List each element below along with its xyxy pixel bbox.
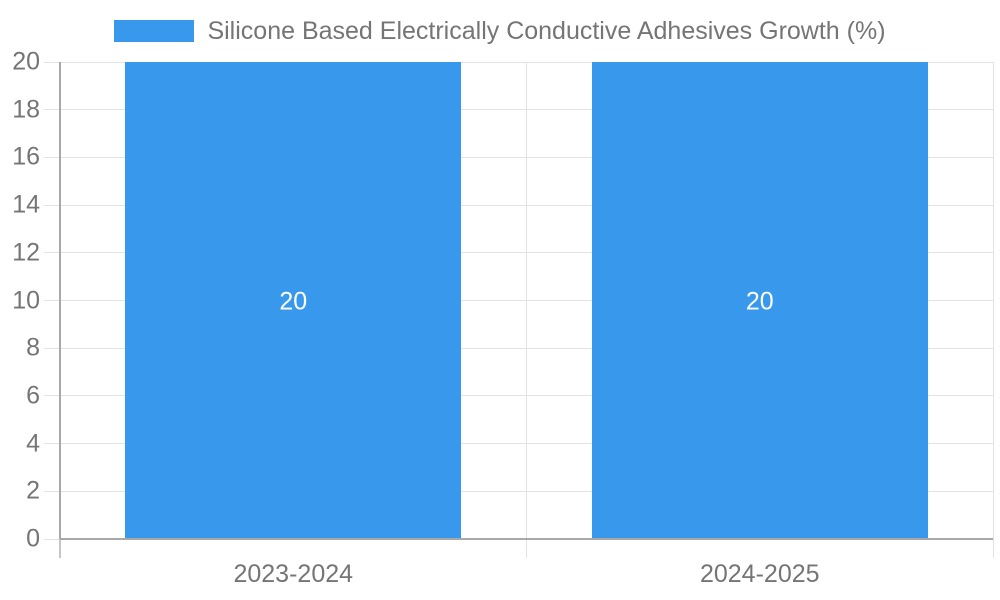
bar-value-label: 20 [279, 287, 308, 315]
y-grid-line [44, 156, 993, 158]
bar[interactable] [125, 62, 462, 539]
y-tick-label: 18 [12, 95, 40, 124]
y-tick-label: 6 [26, 381, 40, 410]
y-grid-line [44, 300, 993, 301]
x-tick-label: 2024-2025 [699, 560, 820, 588]
y-grid-line [44, 61, 993, 63]
x-boundary-grid-line [526, 62, 527, 558]
y-grid-line [44, 252, 993, 254]
y-grid-line [44, 109, 993, 111]
bar-value-label: 20 [745, 287, 774, 315]
y-tick-label: 12 [12, 238, 40, 267]
y-tick-label: 0 [26, 524, 40, 553]
x-boundary-grid-line [992, 62, 994, 558]
y-grid-line [44, 204, 993, 206]
x-axis-line [60, 538, 993, 540]
bar[interactable] [591, 62, 928, 539]
x-axis-tick [59, 539, 61, 558]
y-tick-label: 10 [12, 286, 40, 314]
y-grid-line [44, 347, 993, 349]
legend-label: Silicone Based Electrically Conductive A… [207, 17, 886, 45]
y-grid-line [44, 490, 993, 492]
y-axis-line [59, 62, 61, 539]
y-tick-label: 14 [12, 190, 40, 219]
legend-swatch-icon [114, 20, 195, 42]
y-grid-line [44, 395, 993, 397]
y-tick-label: 16 [12, 142, 40, 171]
y-tick-label: 2 [26, 476, 40, 505]
y-tick-label: 8 [26, 333, 40, 362]
x-tick-label: 2023-2024 [233, 560, 354, 588]
y-tick-label: 4 [26, 429, 40, 458]
y-grid-line [44, 443, 993, 445]
chart-legend[interactable]: Silicone Based Electrically Conductive A… [0, 17, 1000, 45]
y-tick-label: 20 [12, 47, 40, 76]
